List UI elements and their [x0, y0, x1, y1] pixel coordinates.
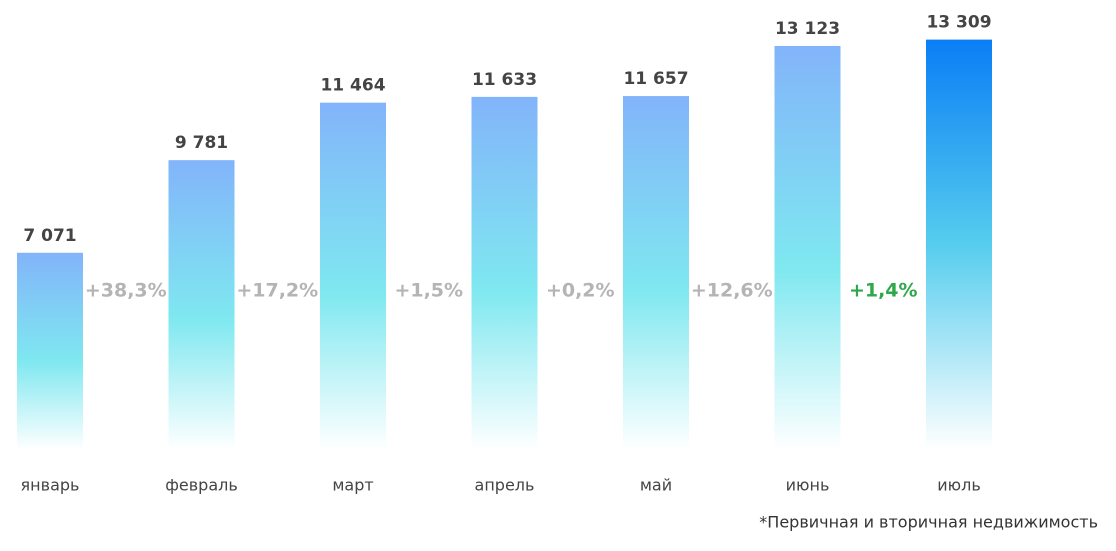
- value-label: 11 633: [472, 70, 537, 90]
- value-label: 11 464: [320, 76, 385, 96]
- x-tick-label: апрель: [475, 476, 535, 495]
- bar: [774, 45, 841, 451]
- bar: [623, 96, 689, 450]
- bar: [320, 102, 386, 451]
- value-label: 13 309: [926, 13, 991, 33]
- bar: [471, 96, 538, 450]
- x-tick-label: май: [640, 476, 672, 495]
- change-label: +12,6%: [691, 280, 773, 302]
- value-label: 7 071: [23, 226, 76, 246]
- value-label: 13 123: [775, 19, 840, 39]
- change-label: +38,3%: [85, 280, 167, 302]
- change-label: +1,5%: [394, 280, 463, 302]
- x-tick-label: март: [332, 476, 373, 495]
- change-label: +0,2%: [546, 280, 615, 302]
- bar: [168, 160, 235, 450]
- bar: [926, 39, 992, 450]
- bar: [17, 252, 83, 450]
- x-tick-label: июль: [937, 476, 981, 495]
- footnote: *Первичная и вторичная недвижимость: [759, 513, 1098, 532]
- value-label: 9 781: [175, 133, 228, 153]
- value-label: 11 657: [623, 69, 688, 89]
- change-label: +17,2%: [236, 280, 318, 302]
- x-tick-label: январь: [21, 476, 80, 495]
- x-tick-label: февраль: [165, 476, 238, 495]
- x-tick-label: июнь: [786, 476, 830, 495]
- change-label: +1,4%: [849, 280, 918, 302]
